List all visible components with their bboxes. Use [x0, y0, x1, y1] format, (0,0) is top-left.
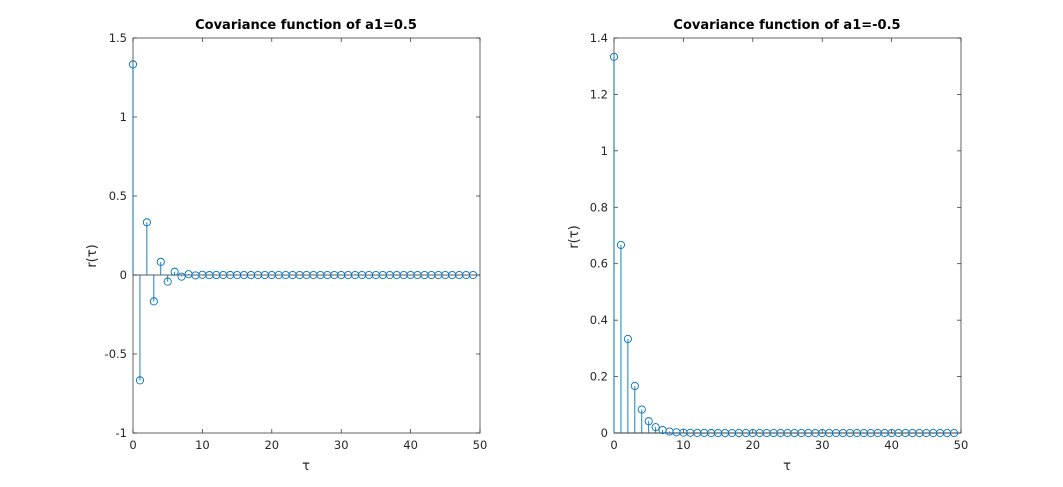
right-plot-ytick-label: 1.2: [590, 87, 608, 101]
right-plot-ytick-label: 0.6: [590, 257, 608, 271]
left-plot-xlabel: τ: [302, 459, 310, 474]
left-plot-axes-box: [132, 37, 481, 434]
right-plot-xlabel: τ: [783, 459, 791, 474]
left-plot-marker: [128, 60, 138, 69]
right-plot-marker: [644, 417, 653, 426]
left-plot-marker: [156, 257, 165, 266]
left-plot-title: Covariance function of a1=0.5: [195, 18, 417, 33]
right-plot-ytick-label: 0: [601, 426, 608, 440]
left-plot-ytick-label: -1: [116, 426, 127, 440]
left-plot-marker: [135, 376, 144, 385]
left-plot-marker: [469, 270, 478, 280]
right-plot-ytick-label: 0.2: [590, 370, 608, 384]
right-plot-ytick-label: 0.8: [590, 200, 608, 214]
right-plot-xtick-label: 40: [884, 438, 899, 452]
left-plot-xtick-label: 10: [195, 438, 210, 452]
left-plot-marker: [142, 218, 151, 227]
right-plot-ytick-label: 1.4: [590, 31, 608, 45]
left-plot-xtick-label: 50: [473, 438, 488, 452]
left-plot-xtick-label: 20: [264, 438, 279, 452]
right-plot-xtick-label: 10: [676, 438, 691, 452]
right-plot-marker: [950, 428, 959, 438]
left-plot-ytick-label: -0.5: [105, 347, 127, 361]
right-plot-marker: [637, 405, 646, 414]
left-plot-xtick-label: 0: [129, 438, 136, 452]
left-plot-ytick-label: 1: [120, 110, 127, 124]
left-plot-ytick-label: 1.5: [109, 31, 127, 45]
right-plot-marker: [616, 240, 625, 249]
left-plot-xtick-label: 30: [334, 438, 349, 452]
left-plot-marker: [170, 267, 179, 276]
left-plot-xtick-label: 40: [403, 438, 418, 452]
left-plot-ylabel: r(τ): [85, 244, 100, 267]
left-plot-marker: [163, 277, 172, 286]
right-plot-marker: [609, 52, 619, 61]
right-plot-ytick-label: 0.4: [590, 313, 608, 327]
left-plot: 0 10 20 30 40 50 -1 -0.5 0 0.5 1 1.5 Covariance func…: [85, 18, 487, 474]
right-plot-xtick-label: 20: [745, 438, 760, 452]
right-plot-ylabel: r(τ): [567, 225, 582, 248]
right-plot-xtick-label: 30: [815, 438, 830, 452]
right-plot-xtick-label: 0: [610, 438, 617, 452]
left-plot-ytick-label: 0: [120, 268, 127, 282]
left-plot-marker: [149, 297, 158, 306]
right-plot: 0 10 20 30 40 50 0 0.2 0.4 0.6 0.8 1 1.2 1.4 Covarianc…: [567, 18, 968, 474]
right-plot-ytick-label: 1: [601, 144, 608, 158]
left-plot-marker: [177, 272, 186, 281]
right-plot-marker: [623, 334, 632, 344]
right-plot-axes-box: [613, 37, 962, 434]
right-plot-title: Covariance function of a1=-0.5: [673, 18, 900, 33]
right-plot-marker: [630, 381, 639, 391]
left-plot-ytick-label: 0.5: [109, 189, 127, 203]
right-plot-marker: [651, 423, 660, 432]
right-plot-xtick-label: 50: [954, 438, 969, 452]
